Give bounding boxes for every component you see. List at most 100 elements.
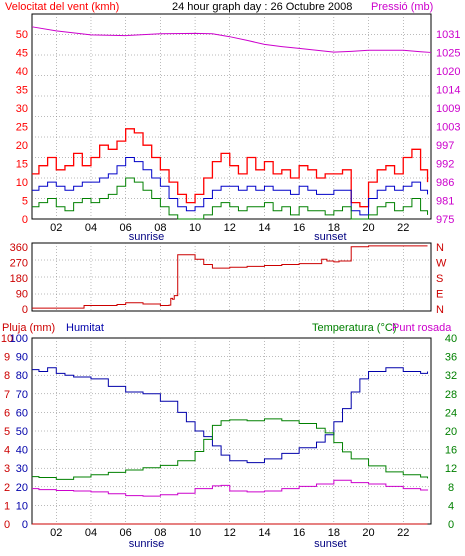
humidity-y-tick-label: 10	[16, 500, 28, 512]
temperature-y-tick-label: 24	[445, 407, 457, 419]
humidity-y-tick-label: 20	[16, 482, 28, 494]
rain-axis-label: Pluja (mm)	[2, 322, 55, 334]
compass-y-tick-label: N	[436, 242, 444, 254]
wind-y-tick-label: 30	[16, 103, 28, 115]
wind-y-tick-label: 5	[22, 196, 28, 208]
pressure-y-tick-label: 986	[436, 177, 454, 189]
humidity-y-tick-label: 90	[16, 352, 28, 364]
rain-y-tick-label: 0	[4, 519, 10, 531]
wind-y-tick-label: 40	[16, 66, 28, 78]
humidity-y-tick-label: 100	[10, 333, 28, 345]
pressure-y-tick-label: 997	[436, 140, 454, 152]
wind-direction-series-line	[32, 245, 428, 309]
x-tick-label: 06	[120, 527, 132, 539]
x-tick-label: 04	[85, 222, 97, 234]
temperature-y-tick-label: 36	[445, 352, 457, 364]
x-tick-label: 08	[154, 222, 166, 234]
pressure-y-tick-label: 1020	[436, 66, 460, 78]
pressure-y-tick-label: 992	[436, 159, 454, 171]
wind-y-tick-label: 10	[16, 177, 28, 189]
pressure-y-tick-label: 981	[436, 196, 454, 208]
humidity-y-tick-label: 40	[16, 445, 28, 457]
rain-y-tick-label: 5	[4, 426, 10, 438]
rain-y-tick-label: 2	[4, 482, 10, 494]
pressure-y-tick-label: 1025	[436, 48, 460, 60]
x-tick-label: 06	[120, 222, 132, 234]
humidity-y-tick-label: 0	[22, 519, 28, 531]
humidity-y-tick-label: 60	[16, 407, 28, 419]
wind-y-tick-label: 50	[16, 29, 28, 41]
x-tick-label: 12	[224, 222, 236, 234]
humidity-series-line	[32, 367, 429, 464]
dewpoint-axis-label: Punt rosada	[392, 322, 452, 334]
pressure-y-tick-label: 975	[436, 214, 454, 226]
x-tick-label: 16	[293, 527, 305, 539]
sunrise-label: sunrise	[129, 231, 164, 243]
temperature-y-tick-label: 12	[445, 463, 457, 475]
x-tick-label: 02	[50, 222, 62, 234]
x-tick-label: 18	[328, 527, 340, 539]
gust-series-line	[32, 128, 429, 208]
temperature-y-tick-label: 4	[448, 500, 454, 512]
pressure-y-tick-label: 1003	[436, 122, 460, 134]
humidity-y-tick-label: 80	[16, 370, 28, 382]
direction-y-tick-label: 360	[10, 242, 28, 254]
temperature-y-tick-label: 16	[445, 445, 457, 457]
x-tick-label: 22	[397, 527, 409, 539]
wind-y-tick-label: 20	[16, 140, 28, 152]
wind-y-tick-label: 25	[16, 122, 28, 134]
humidity-y-tick-label: 50	[16, 426, 28, 438]
rain-y-tick-label: 7	[4, 389, 10, 401]
temperature-y-tick-label: 20	[445, 426, 457, 438]
x-tick-label: 04	[85, 527, 97, 539]
pressure-series-line	[31, 26, 432, 53]
sunrise-label: sunrise	[129, 538, 164, 550]
rain-y-tick-label: 4	[4, 445, 10, 457]
min-series-line	[32, 177, 429, 220]
pressure-y-tick-label: 1014	[436, 85, 460, 97]
rain-y-tick-label: 1	[4, 500, 10, 512]
compass-y-tick-label: E	[436, 289, 443, 301]
direction-y-tick-label: 90	[16, 289, 28, 301]
rain-y-tick-label: 9	[4, 352, 10, 364]
rain-y-tick-label: 10	[1, 333, 13, 345]
x-tick-label: 14	[258, 527, 270, 539]
avg-series-line	[32, 157, 429, 216]
humidity-temperature-panel: 1098765432101009080706050403020100403632…	[1, 333, 457, 550]
compass-y-tick-label: N	[436, 304, 444, 316]
temperature-y-tick-label: 0	[448, 519, 454, 531]
sunset-label: sunset	[314, 231, 346, 243]
dewpoint-series-line	[32, 479, 429, 497]
humidity-axis-label: Humitat	[66, 322, 104, 334]
x-tick-label: 12	[224, 527, 236, 539]
sunset-label: sunset	[314, 538, 346, 550]
x-tick-label: 22	[397, 222, 409, 234]
pressure-axis-label: Pressió (mb)	[371, 1, 433, 13]
x-tick-label: 16	[293, 222, 305, 234]
x-tick-label: 08	[154, 527, 166, 539]
rain-y-tick-label: 6	[4, 407, 10, 419]
temperature-y-tick-label: 8	[448, 482, 454, 494]
x-tick-label: 14	[258, 222, 270, 234]
compass-y-tick-label: S	[436, 273, 443, 285]
wind-y-tick-label: 35	[16, 85, 28, 97]
temperature-axis-label: Temperatura (°C)	[312, 322, 396, 334]
x-tick-label: 20	[362, 222, 374, 234]
wind-y-tick-label: 45	[16, 48, 28, 60]
wind-pressure-panel: 5045403530252015105010311025102010141009…	[16, 13, 460, 243]
humidity-y-tick-label: 70	[16, 389, 28, 401]
temperature-y-tick-label: 40	[445, 333, 457, 345]
rain-y-tick-label: 3	[4, 463, 10, 475]
wind-y-tick-label: 15	[16, 159, 28, 171]
wind-speed-axis-label: Velocitat del vent (kmh)	[5, 1, 119, 13]
wind-y-tick-label: 0	[22, 214, 28, 226]
x-tick-label: 10	[189, 222, 201, 234]
x-tick-label: 10	[189, 527, 201, 539]
direction-y-tick-label: 270	[10, 258, 28, 270]
temperature-series-line	[32, 418, 429, 480]
direction-y-tick-label: 180	[10, 273, 28, 285]
x-tick-label: 20	[362, 527, 374, 539]
x-tick-label: 02	[50, 527, 62, 539]
